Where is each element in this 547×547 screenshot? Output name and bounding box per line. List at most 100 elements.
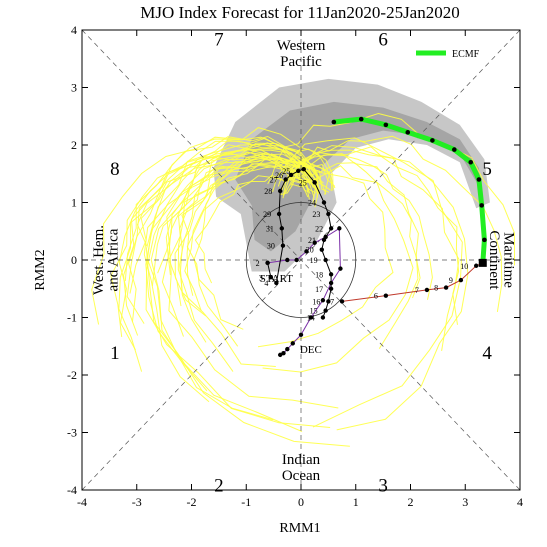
analysis-path-day-label: 7 <box>330 297 334 306</box>
ecmf-mean-point <box>476 177 482 182</box>
forecast-start-marker <box>478 258 487 267</box>
phase-label-4: 4 <box>482 343 492 364</box>
y-tick-label: -1 <box>67 311 77 325</box>
analysis-path-point <box>474 263 479 268</box>
observed-path-point <box>328 286 334 291</box>
phase-label-1: 1 <box>110 343 120 364</box>
chart-title: MJO Index Forecast for 11Jan2020-25Jan20… <box>140 3 459 22</box>
region-left-line1: West. Hem. <box>91 225 107 295</box>
observed-path-day-label: 16 <box>312 297 320 306</box>
ensemble-member-line <box>128 142 324 323</box>
observed-path-point <box>320 315 326 320</box>
y-axis-label: RMM2 <box>33 249 48 290</box>
phase-label-7: 7 <box>214 30 224 51</box>
x-tick-label: 2 <box>408 495 414 509</box>
observed-path-point <box>321 237 327 243</box>
dec-path-point <box>277 352 283 358</box>
observed-path-point <box>279 226 285 231</box>
y-tick-label: -2 <box>67 368 77 382</box>
observed-path-day-label: 26 <box>275 171 283 180</box>
observed-path-day-label: 3 <box>259 273 263 282</box>
observed-path-day-label: 4 <box>264 279 268 288</box>
observed-path-day-label: 21 <box>308 236 316 245</box>
observed-path-day-label: 24 <box>308 199 316 208</box>
observed-path-day-label: 31 <box>266 224 274 233</box>
dec-path-point <box>285 257 290 263</box>
dec-path-point <box>294 257 299 263</box>
ecmf-mean-forecast <box>331 116 487 267</box>
ensemble-member-line <box>194 173 310 284</box>
ecmf-mean-point <box>479 203 484 208</box>
dec-path-point <box>337 226 342 231</box>
ensemble-members <box>91 112 515 447</box>
start-marker-label: START <box>260 273 294 285</box>
analysis-path-day-label: 10 <box>460 262 468 271</box>
y-tick-label: -4 <box>67 483 77 497</box>
ensemble-member-line <box>110 140 319 338</box>
y-tick-label: -3 <box>67 426 77 440</box>
ensemble-member-line <box>126 127 334 324</box>
analysis-path-point <box>424 287 430 293</box>
x-tick-label: -2 <box>187 495 197 509</box>
dec-path-point <box>320 298 326 303</box>
observed-path-day-label: 14 <box>307 314 315 323</box>
observed-path-day-label: 27 <box>270 176 278 185</box>
dec-path-point <box>338 266 343 271</box>
legend: ECMF <box>416 49 480 60</box>
ecmf-mean-point <box>383 122 389 128</box>
dec-path-point <box>285 346 290 352</box>
dec-path-point <box>290 341 295 346</box>
ensemble-member-line <box>91 136 319 325</box>
dec-path-point <box>281 350 286 356</box>
y-tick-label: 4 <box>71 23 77 37</box>
observed-path-point <box>328 226 334 231</box>
ecmf-mean-point <box>482 237 487 243</box>
phase-label-8: 8 <box>110 159 120 180</box>
analysis-path-point <box>458 277 464 283</box>
observed-path-day-label: 20 <box>306 246 314 255</box>
ecmf-mean-point <box>405 130 411 135</box>
region-bottom-line1: Indian <box>282 452 321 468</box>
ensemble-member-line <box>124 135 331 282</box>
analysis-path-day-label: 8 <box>434 284 438 293</box>
region-right-line2: Continent <box>486 230 502 290</box>
analysis-path-point <box>383 293 389 298</box>
observed-path-day-label: 25 <box>299 178 307 187</box>
observed-path-point <box>301 166 306 172</box>
ensemble-member-line <box>118 147 313 351</box>
ecmf-mean-point <box>430 138 435 143</box>
observed-path-day-label: 30 <box>267 242 275 251</box>
ensemble-member-line <box>272 137 463 428</box>
region-left-line2: and Africa <box>106 228 122 291</box>
analysis-path-day-label: 9 <box>449 276 453 285</box>
observed-path-day-label: 18 <box>315 270 323 279</box>
observed-path-day-label: 15 <box>310 307 318 316</box>
observed-path-point <box>296 168 301 174</box>
ensemble-member-line <box>145 148 350 447</box>
ensemble-member-line <box>179 163 319 367</box>
ensemble-member-line <box>267 112 515 266</box>
observed-path-point <box>319 247 325 252</box>
observed-path-day-label: 19 <box>310 256 318 265</box>
region-top-line2: Pacific <box>280 54 322 70</box>
ensemble-member-line <box>143 155 314 403</box>
x-tick-label: -3 <box>132 495 142 509</box>
spread-inner <box>235 101 482 252</box>
observed-path-day-label: 22 <box>315 224 323 233</box>
analysis-path-day-label: 7 <box>415 286 419 295</box>
observed-path-day-label: 23 <box>312 210 320 219</box>
x-tick-label: 4 <box>517 495 523 509</box>
dec-path-point <box>298 332 304 337</box>
analysis-path-point <box>339 299 345 304</box>
phase-guides <box>81 29 521 491</box>
y-tick-label: 2 <box>71 138 77 152</box>
ensemble-member-line <box>146 157 310 421</box>
observed-path-point <box>265 260 270 266</box>
phase-label-5: 5 <box>482 159 492 180</box>
ecmf-mean-point <box>468 159 474 165</box>
phase-label-2: 2 <box>214 475 224 496</box>
y-tick-label: 3 <box>71 81 77 95</box>
analysis-path-day-label: 6 <box>374 292 378 301</box>
